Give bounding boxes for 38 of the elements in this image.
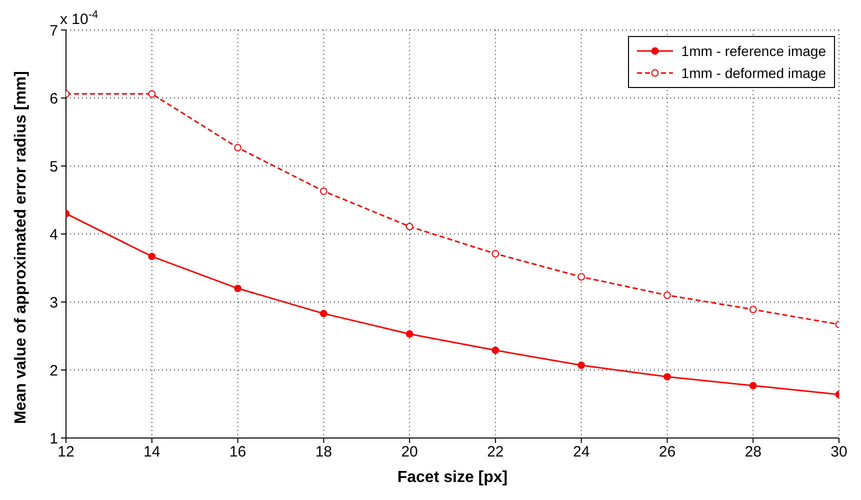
y-tick-label: 1: [50, 430, 58, 448]
point: [749, 306, 757, 314]
point: [320, 187, 328, 195]
point: [406, 222, 414, 230]
point: [749, 382, 757, 390]
text: x 10$^{-4}$: [60, 9, 98, 28]
y-tick-label: 4: [50, 226, 58, 244]
point: [320, 310, 328, 318]
point: [234, 144, 242, 152]
x-tick-label: 24: [572, 444, 590, 461]
point: [406, 330, 414, 338]
legend-label: 1mm - reference image: [681, 42, 826, 61]
point: [578, 273, 586, 281]
point: [664, 292, 671, 299]
x-tick-label: 12: [58, 444, 74, 461]
y-tick-label: 6: [50, 90, 58, 108]
x-tick-label: 28: [744, 444, 762, 461]
point: [148, 252, 156, 260]
point: [492, 346, 500, 354]
point: [148, 90, 156, 98]
x-tick-label: 14: [144, 444, 160, 461]
x-tick-label: 16: [229, 444, 246, 461]
y-tick-label: 5: [50, 158, 58, 176]
y-tick-label: 3: [50, 294, 58, 312]
legend-label: 1mm - deformed image: [681, 64, 826, 83]
x-tick-label: 20: [401, 444, 418, 461]
y-tick-label: 7: [50, 22, 58, 40]
x-tick-label: 18: [315, 444, 332, 461]
x-axis-title: Facet size [px]: [397, 469, 508, 486]
y-axis-title: Mean value of approximated error radius [mm]: [12, 71, 30, 424]
x-tick-label: 26: [658, 444, 676, 461]
point: [492, 250, 500, 258]
x-tick-label: 30: [830, 444, 848, 461]
y-tick-label: 2: [50, 362, 58, 380]
point: [578, 362, 586, 369]
x-tick-label: 22: [487, 444, 504, 461]
point: [664, 373, 671, 380]
point: [234, 284, 242, 292]
